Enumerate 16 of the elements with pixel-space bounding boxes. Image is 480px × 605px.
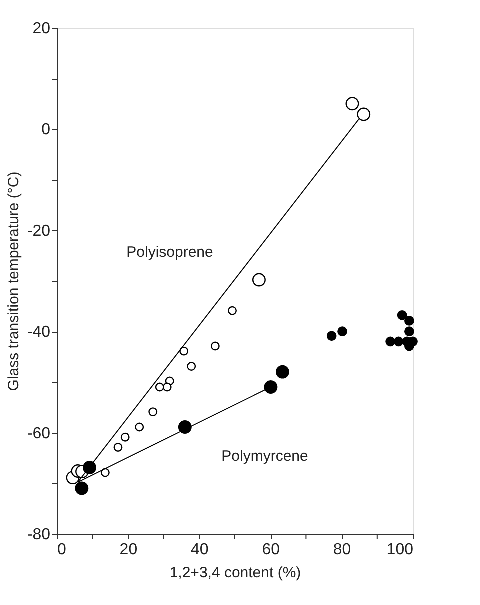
- x-tick-label: 40: [191, 542, 209, 558]
- y-tick-label: 20: [32, 20, 51, 38]
- annotation: Polymyrcene: [222, 448, 308, 465]
- x-tick-label: 60: [262, 542, 280, 558]
- y-tick-label: -20: [27, 222, 51, 240]
- y-tick-label: -80: [27, 526, 51, 544]
- y-axis-title: Glass transition temperature (°C): [5, 172, 22, 392]
- x-axis-title: 1,2+3,4 content (%): [170, 564, 302, 582]
- x-tick-label: 80: [333, 542, 352, 558]
- y-tick-label: 0: [42, 122, 51, 139]
- y-tick-label: -40: [27, 324, 51, 342]
- x-tick-label: 100: [386, 542, 414, 558]
- x-tick-label: 20: [120, 542, 138, 558]
- annotation: Polyisoprene: [126, 244, 214, 261]
- y-tick-label: -60: [27, 425, 51, 442]
- x-tick-label: 0: [58, 542, 66, 558]
